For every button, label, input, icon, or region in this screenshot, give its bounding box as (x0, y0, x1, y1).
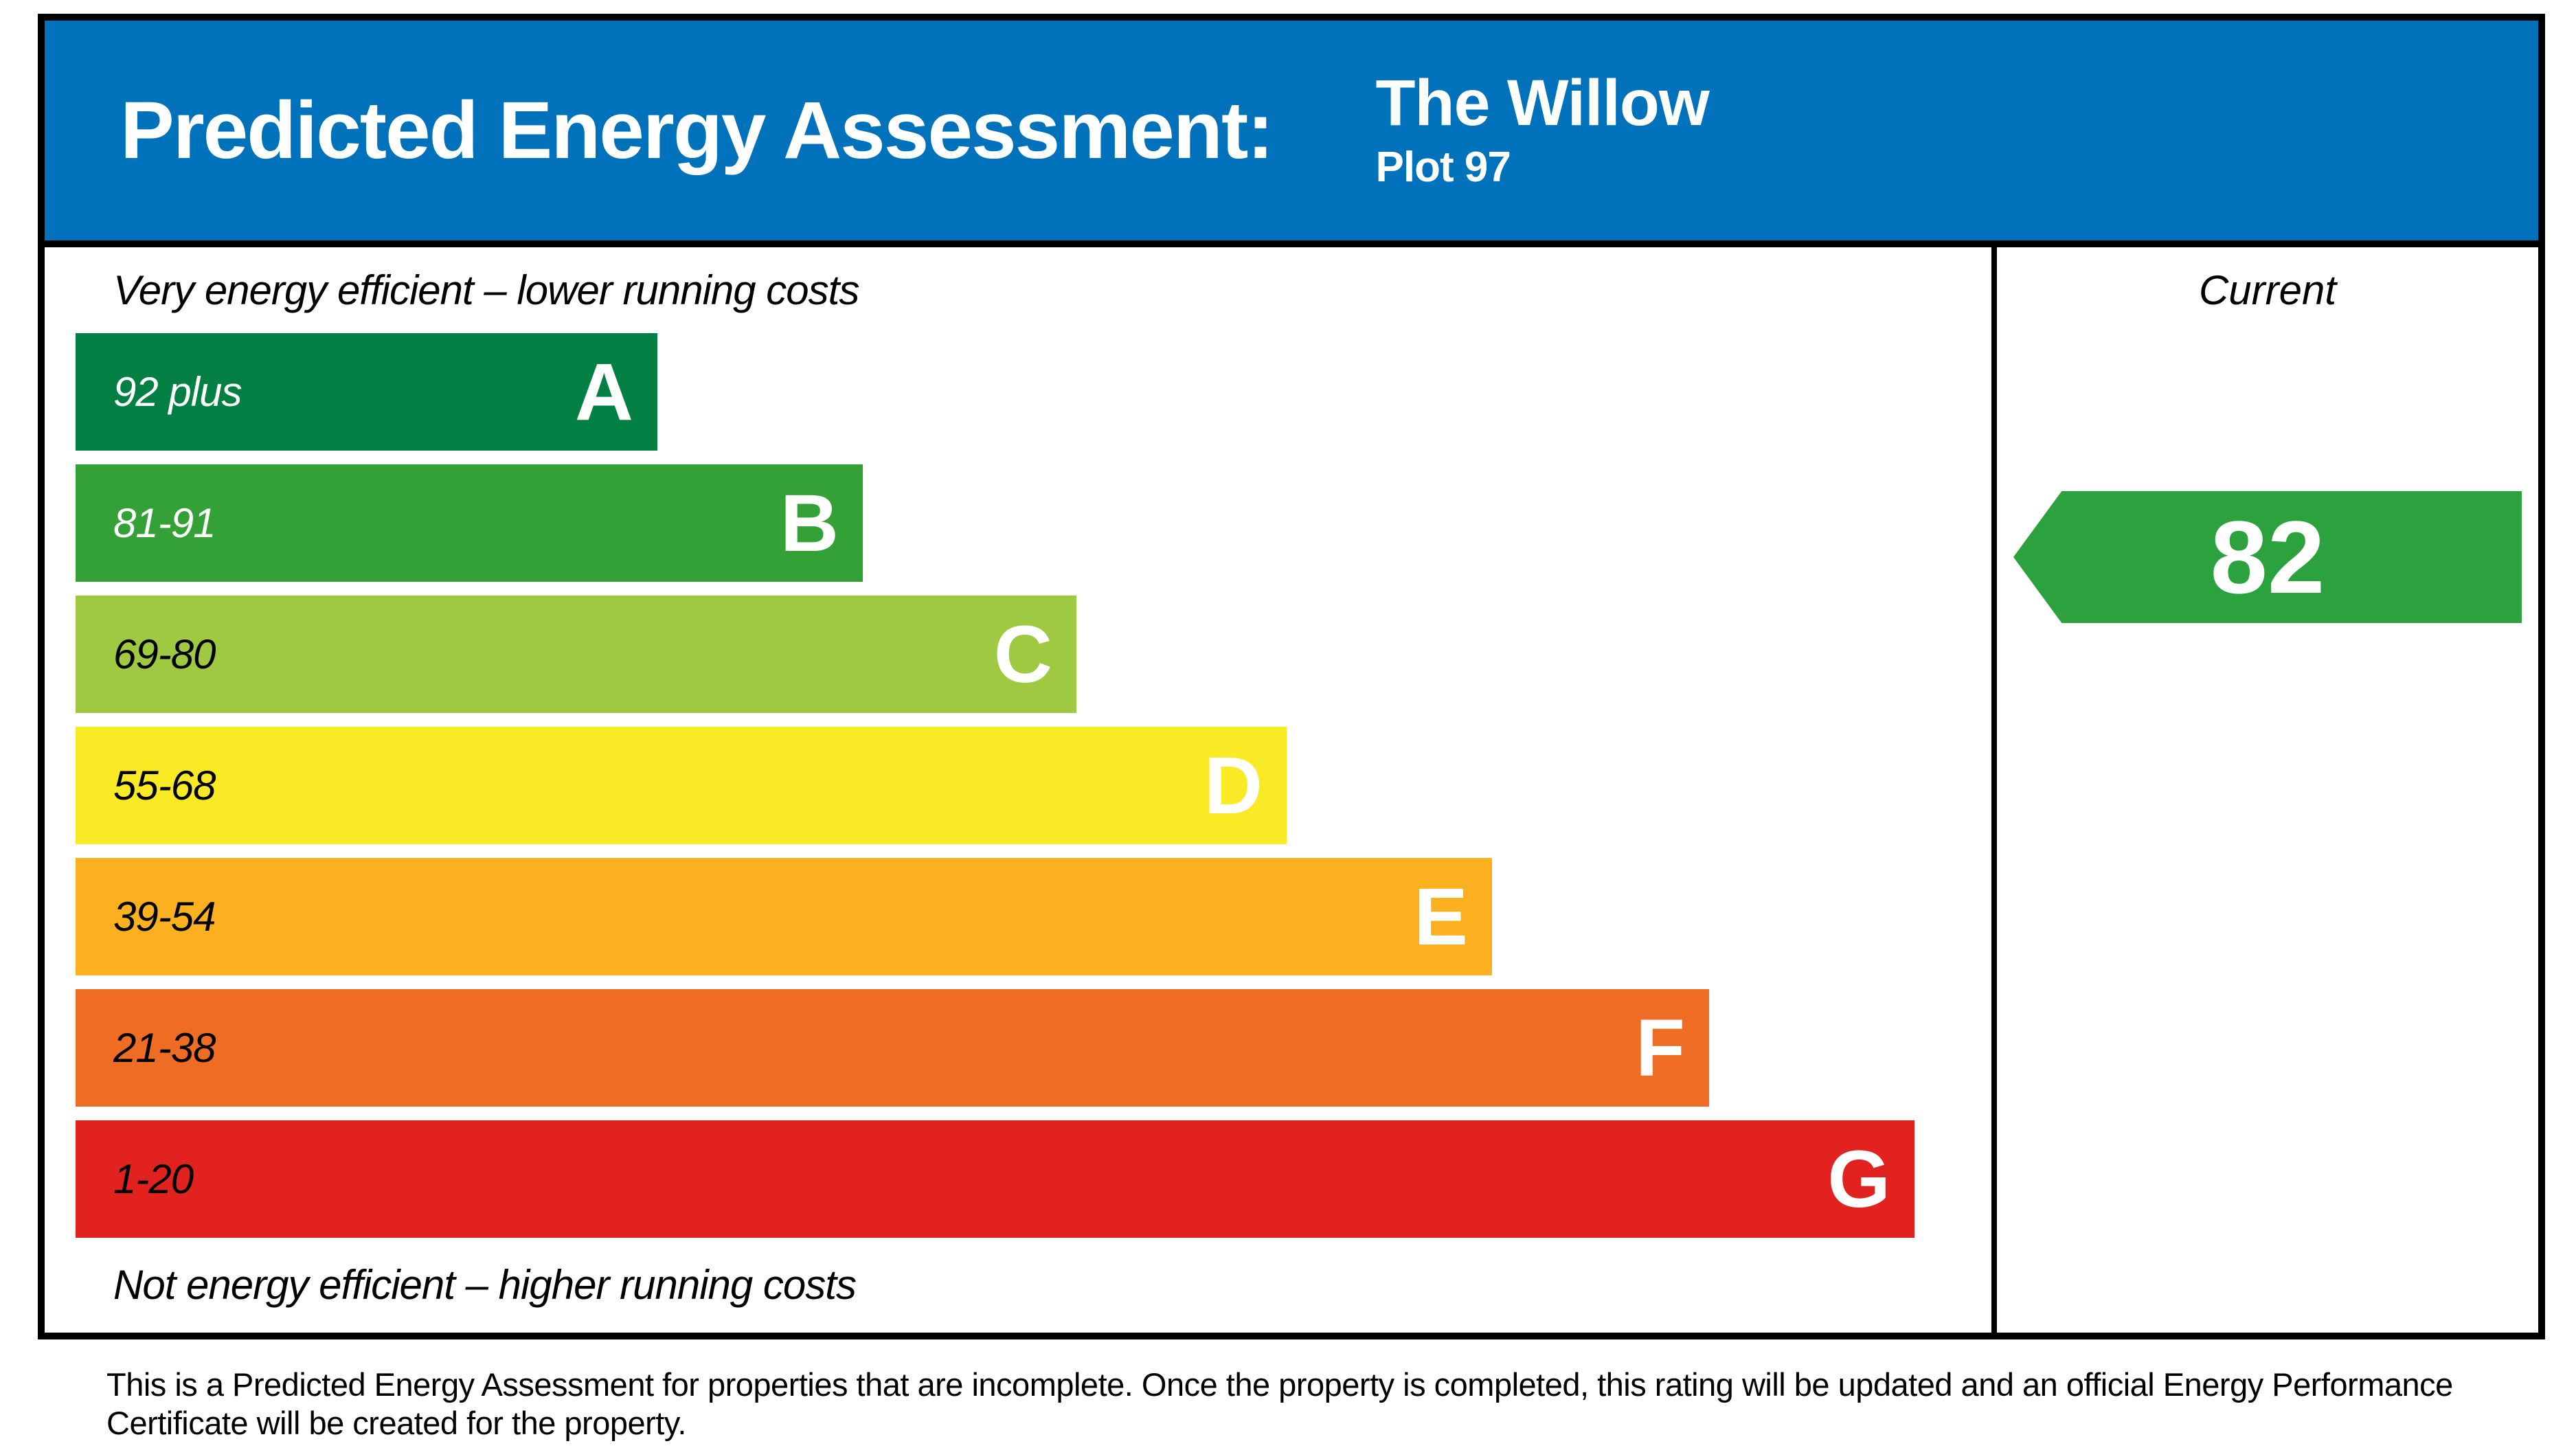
band-letter: A (574, 346, 633, 438)
certificate-header: Predicted Energy Assessment: The Willow … (45, 21, 2538, 247)
band-range-label: 39-54 (113, 894, 216, 940)
page-title: Predicted Energy Assessment: (120, 85, 1274, 176)
band-range-label: 21-38 (113, 1025, 216, 1071)
band-letter: B (780, 477, 839, 569)
footer-line-2: Certificate will be created for the prop… (106, 1405, 686, 1441)
certificate-body: Very energy efficient – lower running co… (45, 247, 2538, 1333)
epc-band-F: 21-38 F (76, 989, 1709, 1107)
epc-band-B: 81-91 B (76, 464, 863, 582)
footer-line-1: This is a Predicted Energy Assessment fo… (106, 1366, 2453, 1403)
rating-scale-area: Very energy efficient – lower running co… (45, 247, 1991, 1333)
bottom-caption: Not energy efficient – higher running co… (113, 1262, 857, 1308)
band-range-label: 69-80 (113, 631, 216, 677)
epc-band-D: 55-68 D (76, 727, 1287, 844)
band-letter: F (1635, 1002, 1685, 1094)
property-block: The Willow Plot 97 (1375, 66, 1710, 192)
rating-bands: 92 plus A 81-91 B 69-80 C 55-68 D 39-54 E 21-38 F 1-… (76, 333, 1991, 1238)
band-range-label: 81-91 (113, 500, 216, 546)
epc-band-G: 1-20 G (76, 1120, 1914, 1238)
epc-band-E: 39-54 E (76, 858, 1492, 975)
current-rating-value: 82 (2210, 499, 2325, 615)
certificate-box: Predicted Energy Assessment: The Willow … (38, 14, 2545, 1339)
band-letter: C (993, 609, 1052, 700)
band-letter: G (1827, 1133, 1890, 1225)
footer-disclaimer: This is a Predicted Energy Assessment fo… (106, 1366, 2497, 1443)
current-rating-arrow: 82 (2013, 491, 2522, 623)
band-letter: E (1414, 871, 1468, 962)
property-name: The Willow (1375, 66, 1710, 139)
epc-band-A: 92 plus A (76, 333, 657, 451)
top-caption: Very energy efficient – lower running co… (113, 267, 859, 313)
current-column-header: Current (2198, 267, 2337, 313)
band-range-label: 92 plus (113, 369, 242, 415)
band-range-label: 1-20 (113, 1156, 194, 1202)
band-letter: D (1204, 740, 1263, 831)
epc-band-C: 69-80 C (76, 596, 1076, 713)
current-rating-column: Current 82 (1991, 247, 2538, 1333)
band-range-label: 55-68 (113, 762, 216, 808)
plot-number: Plot 97 (1375, 144, 1511, 192)
